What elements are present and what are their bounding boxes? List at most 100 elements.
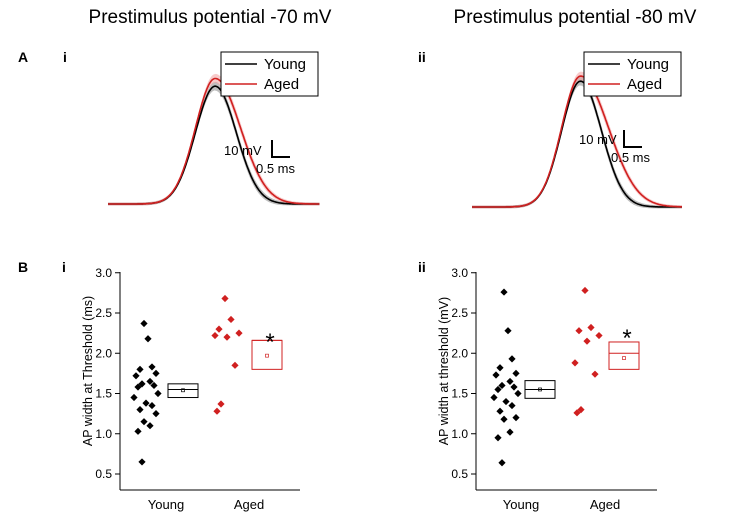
point-young bbox=[142, 399, 150, 407]
significance-star: * bbox=[622, 325, 631, 352]
scale-bar: 10 mV 0.5 ms bbox=[579, 130, 651, 165]
header-left: Prestimulus potential -70 mV bbox=[89, 7, 332, 28]
point-young bbox=[134, 427, 142, 435]
scale-bar-vertical-label: 10 mV bbox=[579, 132, 617, 147]
point-young bbox=[138, 380, 146, 388]
box-mean-young bbox=[538, 387, 542, 392]
y-tick-label: 1.0 bbox=[95, 427, 112, 441]
legend: Young Aged bbox=[583, 51, 682, 97]
header-right: Prestimulus potential -80 mV bbox=[454, 7, 697, 28]
legend-label-aged: Aged bbox=[627, 76, 662, 93]
point-young bbox=[496, 407, 504, 415]
point-aged bbox=[235, 329, 243, 337]
point-young bbox=[140, 319, 148, 328]
point-young bbox=[494, 385, 502, 394]
point-young bbox=[136, 406, 144, 414]
scale-bar-horizontal-label: 0.5 ms bbox=[256, 161, 296, 176]
x-category-label-aged: Aged bbox=[234, 497, 264, 512]
point-young bbox=[500, 288, 508, 296]
point-aged bbox=[571, 359, 579, 367]
scale-bar: 10 mV 0.5 ms bbox=[224, 140, 296, 176]
y-tick-label: 0.5 bbox=[451, 467, 468, 481]
point-aged bbox=[231, 361, 239, 369]
row-label-a: A bbox=[18, 49, 28, 65]
point-young bbox=[510, 383, 518, 391]
box-mean-aged bbox=[265, 353, 269, 358]
point-aged bbox=[577, 406, 585, 414]
point-young bbox=[130, 393, 138, 402]
y-tick-label: 1.5 bbox=[95, 387, 112, 401]
y-axis-label: AP width at threshold (mV) bbox=[437, 297, 451, 445]
point-young bbox=[514, 389, 522, 398]
trace-line-young bbox=[108, 85, 320, 205]
point-young bbox=[504, 327, 512, 335]
trace-line-young bbox=[472, 80, 682, 208]
point-young bbox=[136, 365, 144, 373]
row-label-b: B bbox=[18, 259, 28, 275]
legend-label-young: Young bbox=[627, 56, 669, 73]
point-young bbox=[146, 422, 154, 430]
point-young bbox=[494, 434, 502, 442]
point-young bbox=[508, 355, 516, 363]
panel-label-b-ii: ii bbox=[418, 259, 426, 275]
point-young bbox=[506, 377, 514, 386]
point-young bbox=[148, 401, 156, 410]
point-aged bbox=[595, 331, 603, 340]
point-aged bbox=[591, 370, 599, 378]
point-aged bbox=[213, 407, 221, 415]
point-young bbox=[498, 459, 506, 467]
scale-bar-vertical-label: 10 mV bbox=[224, 143, 262, 158]
box-young bbox=[167, 383, 199, 399]
scale-bar-horizontal-label: 0.5 ms bbox=[611, 150, 651, 165]
scatter-panel-b-i: 0.5 1.0 1.5 2.0 2.5 3.0 AP width at Threshold… bbox=[81, 266, 300, 512]
point-young bbox=[506, 428, 514, 436]
box-mean-young bbox=[181, 388, 185, 393]
panel-label-b-i: i bbox=[62, 259, 66, 275]
point-young bbox=[148, 363, 156, 371]
point-young bbox=[496, 364, 504, 372]
panel-label-a-i: i bbox=[63, 49, 67, 65]
point-aged bbox=[211, 331, 219, 340]
x-category-label-young: Young bbox=[148, 497, 184, 512]
point-young bbox=[140, 418, 148, 426]
point-young bbox=[152, 369, 160, 377]
box-aged bbox=[608, 341, 640, 370]
point-young bbox=[500, 415, 508, 423]
legend: Young Aged bbox=[220, 51, 319, 97]
point-young bbox=[132, 372, 140, 380]
point-aged bbox=[573, 409, 581, 417]
point-aged bbox=[227, 315, 235, 324]
box-mean-aged bbox=[622, 356, 626, 360]
point-young bbox=[492, 371, 500, 379]
trace-band-young bbox=[472, 76, 682, 209]
significance-star: * bbox=[265, 329, 274, 356]
point-aged bbox=[575, 327, 583, 335]
x-category-label-young: Young bbox=[503, 497, 539, 512]
legend-label-aged: Aged bbox=[264, 76, 299, 93]
point-aged bbox=[217, 400, 225, 408]
point-young bbox=[512, 369, 520, 377]
point-young bbox=[152, 410, 160, 418]
legend-box bbox=[583, 51, 682, 97]
point-aged bbox=[583, 337, 591, 345]
point-young bbox=[502, 397, 510, 406]
point-young bbox=[134, 383, 142, 391]
point-young bbox=[512, 414, 520, 422]
point-aged bbox=[587, 323, 595, 332]
point-young bbox=[508, 401, 516, 410]
legend-label-young: Young bbox=[264, 56, 306, 73]
panel-label-a-ii: ii bbox=[418, 49, 426, 65]
scatter-panel-b-ii: 0.5 1.0 1.5 2.0 2.5 3.0 AP width at threshold… bbox=[437, 266, 657, 512]
point-young bbox=[154, 389, 162, 398]
y-tick-label: 1.0 bbox=[451, 427, 468, 441]
point-young bbox=[490, 393, 498, 402]
y-tick-label: 3.0 bbox=[451, 266, 468, 280]
x-category-label-aged: Aged bbox=[590, 497, 620, 512]
legend-box bbox=[220, 51, 319, 97]
y-tick-label: 2.0 bbox=[451, 346, 468, 360]
point-young bbox=[144, 335, 152, 343]
y-tick-label: 2.5 bbox=[95, 306, 112, 320]
point-aged bbox=[581, 286, 589, 295]
point-aged bbox=[221, 294, 229, 303]
